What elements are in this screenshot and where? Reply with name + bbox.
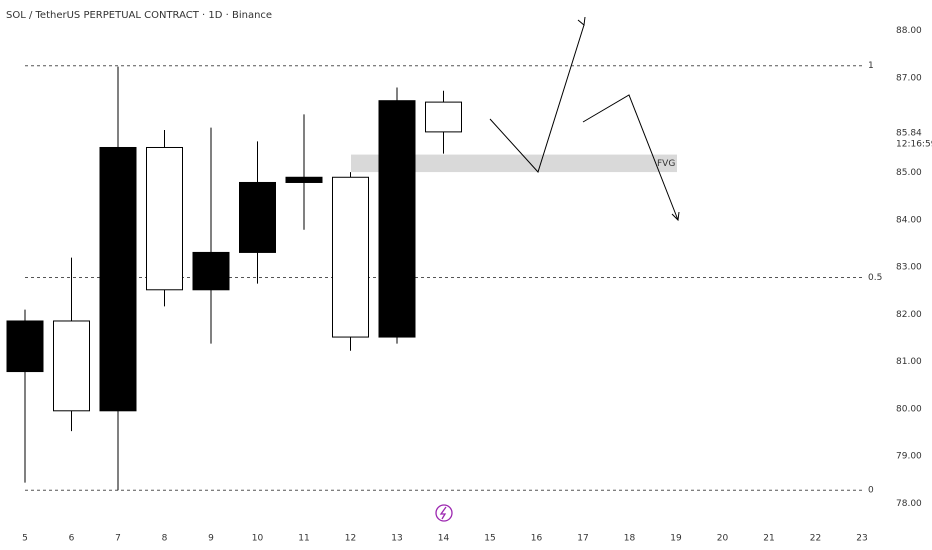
candle-body	[146, 146, 183, 291]
y-tick-label: 78.00	[896, 499, 922, 509]
candle-body	[425, 101, 462, 133]
last-price: 85.84	[896, 128, 922, 138]
x-tick-label: 21	[763, 534, 774, 544]
alert-icon[interactable]	[435, 504, 453, 522]
candle-body	[6, 320, 44, 373]
fib-label: 1	[868, 61, 874, 71]
candle-body	[332, 176, 369, 338]
countdown: 12:16:59	[896, 139, 932, 149]
x-tick-label: 14	[438, 534, 450, 544]
x-tick-label: 13	[391, 534, 402, 544]
y-tick-label: 79.00	[896, 452, 922, 462]
x-tick-label: 7	[115, 534, 121, 544]
candle-body	[239, 181, 276, 253]
x-tick-label: 10	[252, 534, 264, 544]
x-tick-label: 11	[298, 534, 309, 544]
x-tick-label: 17	[577, 534, 588, 544]
projection-arrows	[489, 16, 680, 222]
x-tick-label: 20	[717, 534, 729, 544]
fib-label: 0.5	[868, 273, 882, 283]
candle-body	[378, 100, 416, 338]
x-tick-label: 6	[69, 534, 75, 544]
x-tick-label: 19	[670, 534, 682, 544]
y-tick-label: 84.00	[896, 215, 922, 225]
fvg-label: FVG	[657, 159, 675, 169]
candle-body	[53, 320, 90, 412]
x-tick-label: 23	[856, 534, 867, 544]
candle-body	[285, 176, 323, 183]
y-tick-label: 82.00	[896, 310, 922, 320]
y-tick-label: 83.00	[896, 263, 922, 273]
y-tick-label: 88.00	[896, 26, 922, 36]
last-price-bg	[893, 118, 929, 149]
y-tick-label: 81.00	[896, 357, 922, 367]
x-tick-label: 9	[208, 534, 214, 544]
y-tick-label: 85.00	[896, 168, 922, 178]
x-tick-label: 15	[484, 534, 495, 544]
x-tick-label: 18	[624, 534, 636, 544]
chart-title: SOL / TetherUS PERPETUAL CONTRACT · 1D ·…	[6, 10, 272, 21]
y-tick-label: 87.00	[896, 74, 922, 84]
x-tick-label: 16	[531, 534, 543, 544]
x-tick-label: 8	[162, 534, 168, 544]
candle-body	[192, 251, 230, 291]
fib-label: 0	[868, 486, 874, 496]
y-tick-label: 80.00	[896, 404, 922, 414]
x-tick-label: 5	[22, 534, 28, 544]
fvg-zone	[351, 154, 677, 173]
x-tick-label: 12	[345, 534, 356, 544]
x-tick-label: 22	[810, 534, 821, 544]
candle-body	[99, 146, 137, 412]
